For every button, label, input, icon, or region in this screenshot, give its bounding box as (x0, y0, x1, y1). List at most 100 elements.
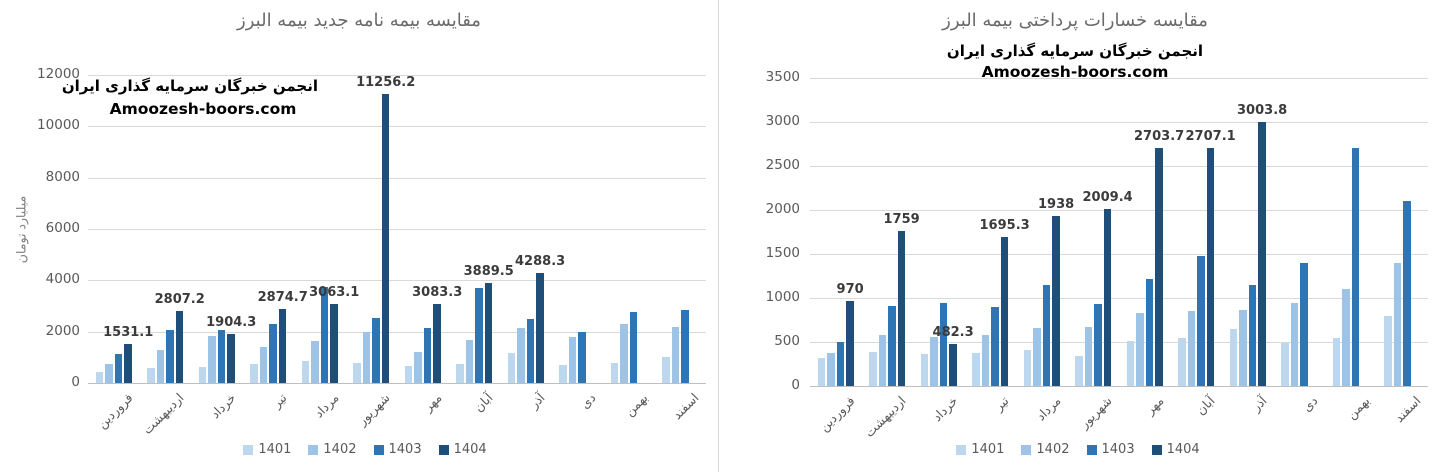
y-tick-label: 1500 (765, 245, 800, 261)
legend-swatch-1402 (1021, 444, 1032, 455)
legend-swatch-1401 (956, 444, 967, 455)
gridline (810, 386, 1428, 387)
bar-1403-11 (681, 309, 689, 383)
legend-label-1402: 1402 (1036, 442, 1070, 457)
gridline (88, 229, 706, 230)
data-label: 11256.2 (356, 75, 416, 91)
x-tick-label: آذر (1248, 393, 1270, 415)
gridline (88, 383, 706, 384)
data-label: 3063.1 (309, 285, 360, 301)
gridline (88, 177, 706, 179)
bar-1404-8 (536, 272, 544, 383)
y-tick-label: 0 (71, 374, 80, 390)
bar-1402-7 (1187, 310, 1196, 386)
gridline (88, 126, 706, 128)
x-tick-label: آبان (1193, 393, 1218, 418)
bar-1402-6 (414, 351, 422, 383)
bar-1402-6 (1136, 313, 1144, 386)
data-label: 3003.8 (1237, 102, 1288, 118)
bar-1403-11 (1403, 201, 1411, 386)
y-tick-label: 8000 (45, 168, 80, 185)
bar-1402-9 (568, 337, 577, 383)
bar-1402-7 (465, 340, 474, 383)
x-tick-label: بهمن (1343, 393, 1373, 422)
bar-1403-3 (269, 324, 277, 383)
x-tick-label: تیر (991, 393, 1012, 414)
data-label: 4288.3 (515, 253, 566, 269)
bar-1403-6 (1145, 278, 1154, 386)
data-label: 3889.5 (463, 264, 514, 280)
bar-1403-2 (217, 329, 226, 383)
legend-label-1403: 1403 (1101, 442, 1135, 457)
y-tick-label: 2500 (765, 157, 800, 173)
legend-item-1403: 1403 (373, 442, 422, 457)
bar-1401-1 (869, 352, 877, 386)
bar-1403-9 (1300, 262, 1308, 386)
bar-1403-10 (629, 312, 638, 383)
legend-swatch-1403 (373, 444, 384, 455)
y-tick-label: 12000 (37, 66, 80, 82)
y-tick-label: 0 (791, 377, 800, 393)
bar-1403-7 (475, 288, 483, 383)
bar-1403-0 (114, 353, 123, 383)
x-tick-label: آذر (526, 390, 548, 412)
data-label: 2807.2 (154, 291, 205, 307)
bar-1401-3 (972, 353, 980, 386)
x-tick-label: اسفند (1391, 393, 1424, 426)
bar-1401-10 (1332, 337, 1341, 386)
data-label: 482.3 (932, 324, 974, 340)
legend-label-1402: 1402 (323, 442, 357, 457)
y-tick-label: 6000 (45, 220, 80, 236)
x-tick-label: دی (577, 390, 599, 412)
bar-1402-3 (259, 347, 268, 383)
x-tick-label: بهمن (621, 390, 651, 419)
bar-1401-2 (198, 366, 207, 383)
bar-1401-8 (1229, 329, 1238, 386)
right-chart-watermark: انجمن خبرگان سرمایه گذاری ایران Amoozesh… (925, 41, 1225, 84)
legend-swatch-1403 (1086, 444, 1097, 455)
left-chart-legend: 1401 1402 1403 1404 (165, 442, 565, 457)
right-chart-legend: 1401 1402 1403 1404 (878, 442, 1278, 457)
y-tick-label: 10000 (37, 117, 80, 134)
watermark-line1: انجمن خبرگان سرمایه گذاری ایران (61, 77, 318, 95)
bar-1403-4 (1042, 284, 1051, 386)
bar-1402-11 (671, 327, 680, 383)
bar-1403-1 (166, 330, 174, 383)
bar-1401-11 (1384, 316, 1392, 386)
y-tick-label: 4000 (45, 271, 80, 288)
bar-1401-5 (353, 362, 361, 383)
bar-1401-8 (507, 352, 516, 383)
bar-1404-0 (124, 343, 132, 383)
legend-item-1404: 1404 (1151, 442, 1200, 457)
x-tick-label: مرداد (310, 390, 342, 421)
bar-1404-6 (433, 303, 441, 383)
y-tick-label: 2000 (765, 201, 800, 217)
bar-1404-5 (381, 94, 390, 383)
legend-label-1404: 1404 (453, 442, 487, 457)
bar-1401-1 (147, 367, 155, 383)
left-chart-title: مقایسه بیمه نامه جدید بیمه البرز (237, 10, 481, 31)
bar-1403-5 (1094, 303, 1102, 386)
bar-1404-1 (175, 310, 184, 383)
bar-1401-6 (404, 365, 413, 383)
bar-1403-1 (888, 305, 896, 386)
left-chart-watermark: انجمن خبرگان سرمایه گذاری ایران Amoozesh… (61, 76, 318, 120)
bar-1402-8 (1239, 309, 1247, 386)
y-tick-label: 500 (774, 333, 800, 349)
bar-1403-8 (526, 318, 535, 383)
x-tick-label: اردیبهشت (861, 393, 909, 441)
x-tick-label: خرداد (207, 390, 239, 422)
bar-1404-7 (484, 283, 493, 383)
bar-1401-7 (1178, 338, 1186, 386)
bar-1403-6 (423, 328, 432, 383)
bar-1404-7 (1206, 147, 1215, 386)
data-label: 1695.3 (979, 217, 1030, 233)
legend-item-1402: 1402 (1021, 442, 1070, 457)
data-label: 1938 (1038, 196, 1075, 212)
bar-1404-2 (949, 343, 957, 386)
gridline (810, 78, 1428, 79)
bar-1401-11 (662, 356, 670, 383)
watermark-line2: Amoozesh-boors.com (109, 99, 297, 118)
bar-1402-8 (517, 327, 525, 383)
